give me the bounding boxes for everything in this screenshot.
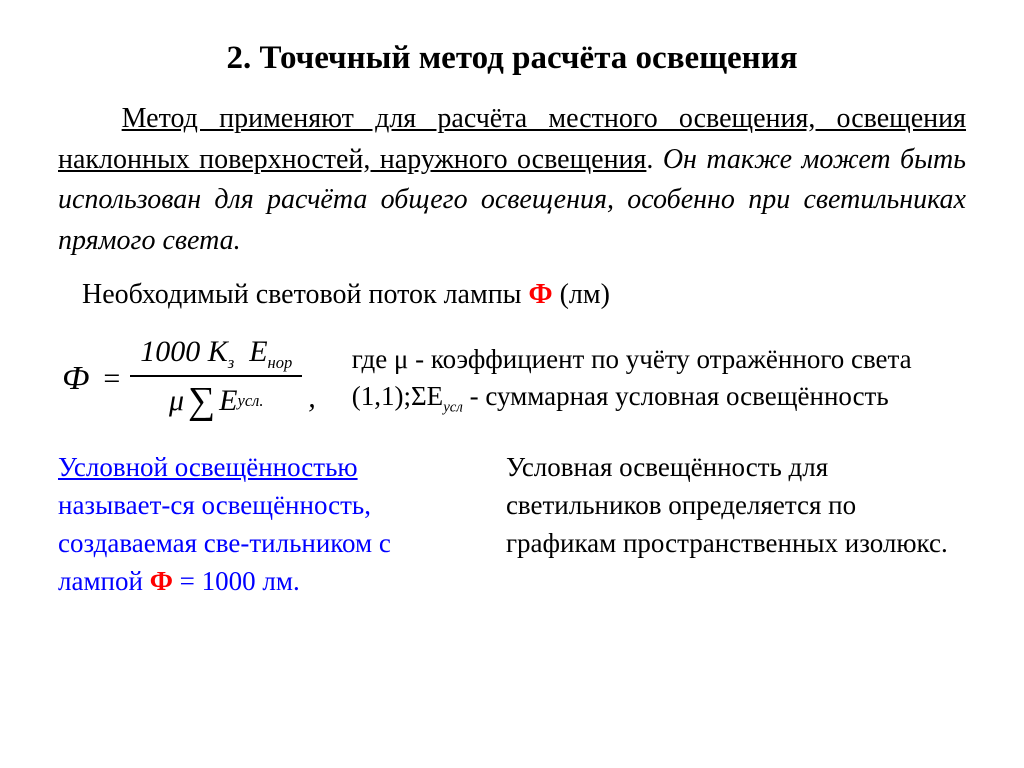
left-phi: Ф: [150, 566, 173, 596]
num-e: E: [249, 335, 267, 368]
right-column: Условная освещённость для светильников о…: [506, 449, 966, 600]
den-e-sub: усл.: [238, 391, 264, 411]
formula-fraction: 1000 Kз Eнор μ ∑ Eусл.: [130, 333, 302, 425]
desc-a-sub: усл: [443, 399, 463, 415]
desc-b: - суммарная условная освещённость: [463, 381, 889, 411]
num-k: K: [208, 335, 228, 368]
slide: 2. Точечный метод расчёта освещения Мето…: [0, 0, 1024, 768]
flux-line: Необходимый световой поток лампы Ф (лм): [58, 279, 966, 311]
num-1000: 1000: [140, 335, 208, 368]
formula-eq: =: [97, 362, 130, 396]
den-mu: μ: [169, 384, 184, 418]
flux-text-a: Необходимый световой поток лампы: [82, 279, 529, 310]
formula-denominator: μ ∑ Eусл.: [159, 377, 273, 425]
formula-comma: ,: [302, 381, 316, 425]
left-tail: = 1000 лм.: [173, 566, 300, 596]
flux-text-c: (лм): [553, 279, 610, 310]
formula: Ф = 1000 Kз Eнор μ ∑ Eусл. ,: [58, 333, 330, 425]
left-column: Условной освещённостью называет-ся освещ…: [58, 449, 466, 600]
den-e: E: [219, 384, 237, 418]
left-blue-underline: Условной освещённостью: [58, 452, 358, 482]
flux-phi: Ф: [529, 279, 553, 310]
bottom-columns: Условной освещённостью называет-ся освещ…: [58, 449, 966, 600]
formula-description: где μ - коэффициент по учёту отражённого…: [330, 341, 966, 417]
formula-numerator: 1000 Kз Eнор: [130, 333, 302, 377]
num-e-sub: нор: [268, 353, 293, 372]
intro-paragraph: Метод применяют для расчёта местного осв…: [58, 99, 966, 261]
para1-dot: .: [646, 144, 662, 175]
num-k-sub: з: [228, 353, 234, 372]
den-sigma: ∑: [184, 379, 219, 423]
formula-row: Ф = 1000 Kз Eнор μ ∑ Eусл. , где μ - коэ…: [58, 333, 966, 425]
formula-phi: Ф: [62, 360, 97, 398]
page-title: 2. Точечный метод расчёта освещения: [58, 40, 966, 77]
